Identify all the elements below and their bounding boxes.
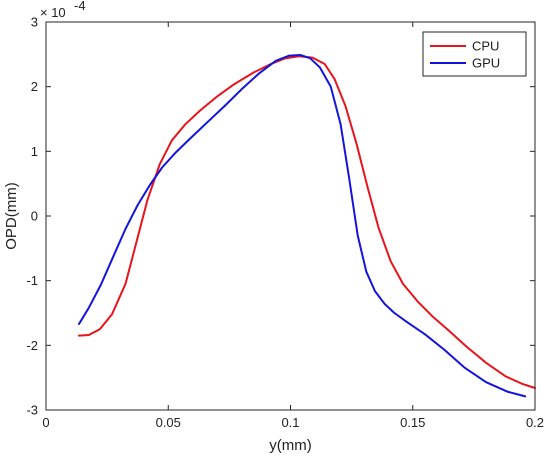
legend-label-gpu: GPU <box>472 56 500 71</box>
y-exponent-base: × 10 <box>40 5 66 20</box>
x-axis-label: y(mm) <box>269 437 311 454</box>
y-tick-label: 1 <box>31 144 38 159</box>
y-exponent-power: -4 <box>74 0 86 13</box>
plot-area <box>78 54 536 398</box>
series-line-gpu <box>78 54 527 398</box>
x-tick-label: 0.15 <box>400 415 425 430</box>
legend-box <box>422 31 527 77</box>
legend: CPU GPU <box>422 31 527 77</box>
y-tick-label: 3 <box>31 15 38 30</box>
y-tick-label: -2 <box>26 338 38 353</box>
y-axis-label: OPD(mm) <box>3 182 20 250</box>
y-tick-label: 2 <box>31 79 38 94</box>
x-tick-label: 0.05 <box>156 415 181 430</box>
axis-labels: y(mm) OPD(mm) × 10 -4 <box>3 0 312 454</box>
axes: 0 0.05 0.1 0.15 0.2 -3 -2 -1 0 1 2 3 <box>26 15 544 431</box>
y-tick-label: -3 <box>26 403 38 418</box>
x-tick-label: 0.2 <box>526 415 544 430</box>
y-axis-exponent: × 10 -4 <box>40 0 86 20</box>
legend-label-cpu: CPU <box>472 39 499 54</box>
x-tick-label: 0 <box>42 415 49 430</box>
y-tick-label: -1 <box>26 273 38 288</box>
x-tick-label: 0.1 <box>281 415 299 430</box>
y-tick-label: 0 <box>31 209 38 224</box>
